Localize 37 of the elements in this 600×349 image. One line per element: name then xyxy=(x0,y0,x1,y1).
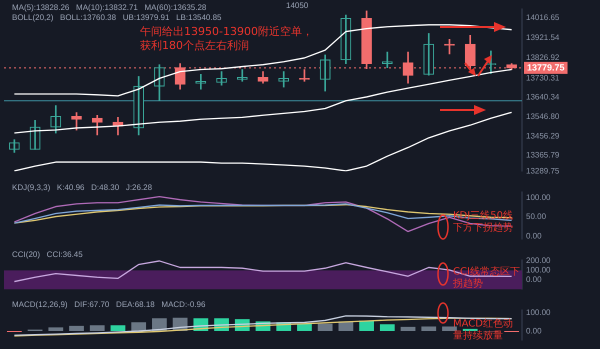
annotation: 14050 xyxy=(286,1,309,10)
y-tick-label: 13456.29 xyxy=(526,131,560,140)
bar xyxy=(90,325,105,332)
candlestick xyxy=(236,69,248,82)
y-tick-label: 13365.79 xyxy=(526,150,560,160)
annotation: MA(5):13828.26 MA(10):13832.71 MA(60):13635.28 xyxy=(12,3,207,12)
y-tick-label: 50.00 xyxy=(526,212,547,222)
bar xyxy=(48,327,64,332)
bar xyxy=(421,326,436,332)
y-tick-label: 13289.75 xyxy=(526,166,560,176)
y-tick-label: 0.00 xyxy=(526,326,542,336)
bar xyxy=(69,326,84,332)
y-tick-label: 13826.92 xyxy=(526,53,560,62)
y-tick-label: 13546.80 xyxy=(526,112,560,122)
bar xyxy=(442,326,457,332)
text: MACD(12,26,9) DIF:67.70 DEA:68.18 MACD:-0.96 xyxy=(12,300,206,310)
y-tick-label: 100.00 xyxy=(526,192,552,202)
annotation: MACD红色动量持续放量 xyxy=(453,318,513,342)
y-tick-label: 13921.54 xyxy=(526,33,560,42)
y-tick-label: 13730.31 xyxy=(526,74,560,83)
bar xyxy=(380,324,395,332)
y-tick-label: 200.00 xyxy=(526,256,552,266)
y-tick-label: 0.00 xyxy=(526,274,542,284)
y-tick-label: 14016.65 xyxy=(526,13,560,22)
bar xyxy=(110,325,126,332)
ref-line-label: 13779.75 xyxy=(527,62,565,72)
text: CCI(20) CCI:36.45 xyxy=(12,250,84,260)
bar xyxy=(318,324,333,332)
y-tick-label: 13640.34 xyxy=(526,92,560,102)
annotation: KDJ(9,3,3) K:40.96 D:48.30 J:26.28 xyxy=(12,183,153,192)
bar xyxy=(400,326,416,332)
y-tick-label: 0.00 xyxy=(526,231,542,240)
annotation: 获利180个点左右利润 xyxy=(140,38,249,52)
annotation: 午间给出13950-13900附近空单， xyxy=(140,24,313,38)
y-tick-label: 100.00 xyxy=(526,308,552,317)
y-tick-label: 100.00 xyxy=(526,266,552,275)
annotation: BOLL(20,2) BOLL:13760.38 UB:13979.91 LB:13540.85 xyxy=(12,13,222,22)
